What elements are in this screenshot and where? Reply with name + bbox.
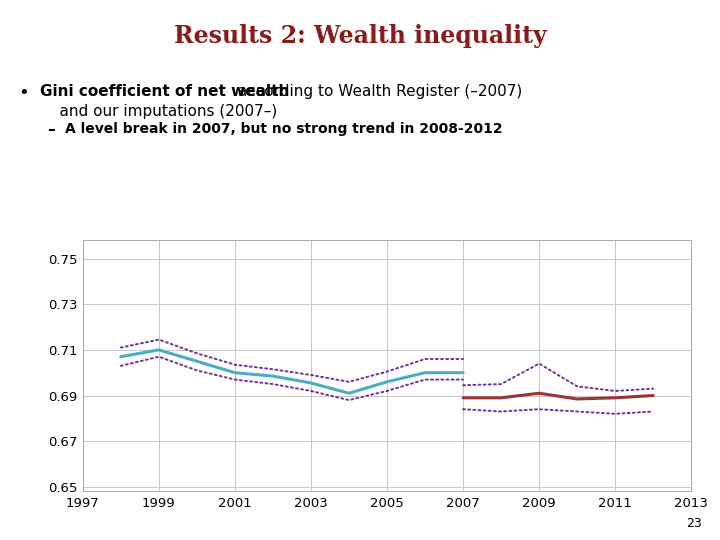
Text: and our imputations (2007–): and our imputations (2007–)	[40, 104, 277, 119]
Text: A level break in 2007, but no strong trend in 2008-2012: A level break in 2007, but no strong tre…	[65, 122, 503, 136]
Text: Gini coefficient of net wealth: Gini coefficient of net wealth	[40, 84, 289, 99]
Text: –: –	[47, 122, 55, 137]
Text: •: •	[18, 84, 29, 102]
Text: Results 2: Wealth inequality: Results 2: Wealth inequality	[174, 24, 546, 48]
Text: 23: 23	[686, 517, 702, 530]
Text: according to Wealth Register (–2007): according to Wealth Register (–2007)	[233, 84, 522, 99]
